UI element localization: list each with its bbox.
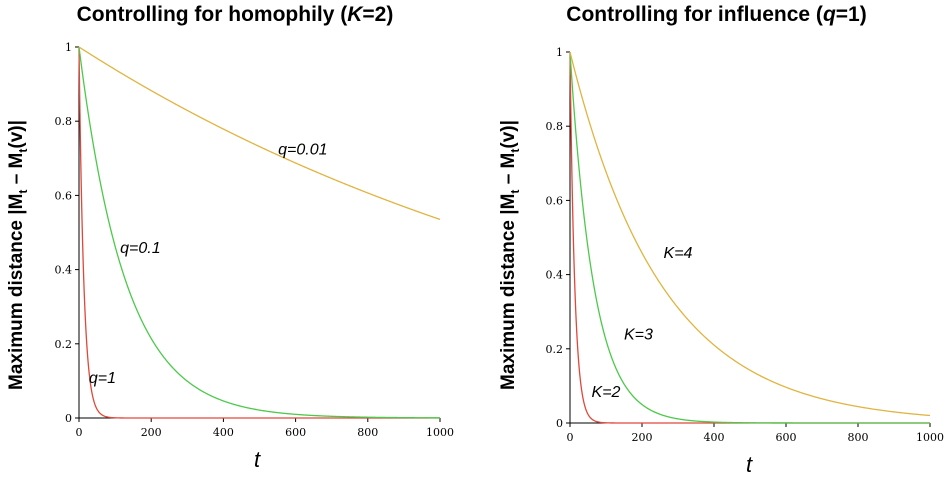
y-tick-label: 0.2 xyxy=(546,343,564,356)
y-tick-label: 0.6 xyxy=(546,194,564,207)
y-tick-label: 1 xyxy=(65,41,72,54)
x-tick-label: 0 xyxy=(76,426,83,439)
title-text: Controlling for homophily ( xyxy=(76,3,348,26)
series-label: K=3 xyxy=(624,327,653,344)
title-text-end: =1) xyxy=(835,3,867,26)
x-tick-label: 1000 xyxy=(916,431,944,444)
x-tick-label: 800 xyxy=(357,426,378,439)
y-tick-label: 0.8 xyxy=(55,115,73,128)
series-label: q=1 xyxy=(89,370,116,387)
y-tick-label: 0.4 xyxy=(55,264,73,277)
series-label: q=0.01 xyxy=(278,142,327,159)
chart-title: Controlling for homophily (K=2) xyxy=(0,3,470,27)
chart-panel-influence: Controlling for influence (q=1) Maximum … xyxy=(486,0,947,478)
x-tick-label: 200 xyxy=(632,431,653,444)
x-tick-label: 600 xyxy=(776,431,797,444)
series-line-q-0-01 xyxy=(78,46,441,221)
x-axis-label: t xyxy=(746,452,753,477)
x-tick-label: 400 xyxy=(213,426,234,439)
x-tick-label: 200 xyxy=(141,426,162,439)
y-tick-label: 0.8 xyxy=(546,120,564,133)
series-label: K=2 xyxy=(592,384,621,401)
plot-area-influence: 0 200 400 600 800 1000 0 0.2 0.4 0.6 0.8 1 K=2 K=3 K=4 xyxy=(546,46,945,444)
series-line-K-4 xyxy=(569,51,931,417)
x-tick-label: 0 xyxy=(567,431,574,444)
series-line-q-0-1 xyxy=(78,46,440,419)
x-tick-label: 1000 xyxy=(426,426,454,439)
y-tick-label: 0.2 xyxy=(55,338,73,351)
plot-area-homophily: 0 200 400 600 800 1000 0 0.2 0.4 0.6 0.8 1 q=1 q=0.1 q… xyxy=(55,41,455,439)
title-text-end: =2) xyxy=(362,3,394,26)
chart-panel-homophily: Controlling for homophily (K=2) Maximum … xyxy=(0,0,470,478)
y-tick-label: 0.4 xyxy=(546,269,564,282)
series-label: q=0.1 xyxy=(120,240,160,257)
x-axis-label: t xyxy=(254,447,261,472)
y-tick-label: 0.6 xyxy=(55,189,73,202)
x-tick-label: 800 xyxy=(848,431,869,444)
title-text: Controlling for influence ( xyxy=(566,3,823,26)
series-line-K-2 xyxy=(569,51,930,424)
chart-title: Controlling for influence (q=1) xyxy=(486,3,947,27)
y-tick-label: 0 xyxy=(556,417,563,430)
title-italic-variable: q xyxy=(822,3,836,26)
x-tick-label: 600 xyxy=(285,426,306,439)
series-line-q-1 xyxy=(78,46,440,419)
x-tick-label: 400 xyxy=(704,431,725,444)
y-tick-label: 0 xyxy=(65,412,72,425)
series-label: K=4 xyxy=(664,245,693,262)
title-italic-variable: K xyxy=(347,3,363,26)
series-line-K-3 xyxy=(569,51,930,424)
y-tick-label: 1 xyxy=(556,46,563,59)
